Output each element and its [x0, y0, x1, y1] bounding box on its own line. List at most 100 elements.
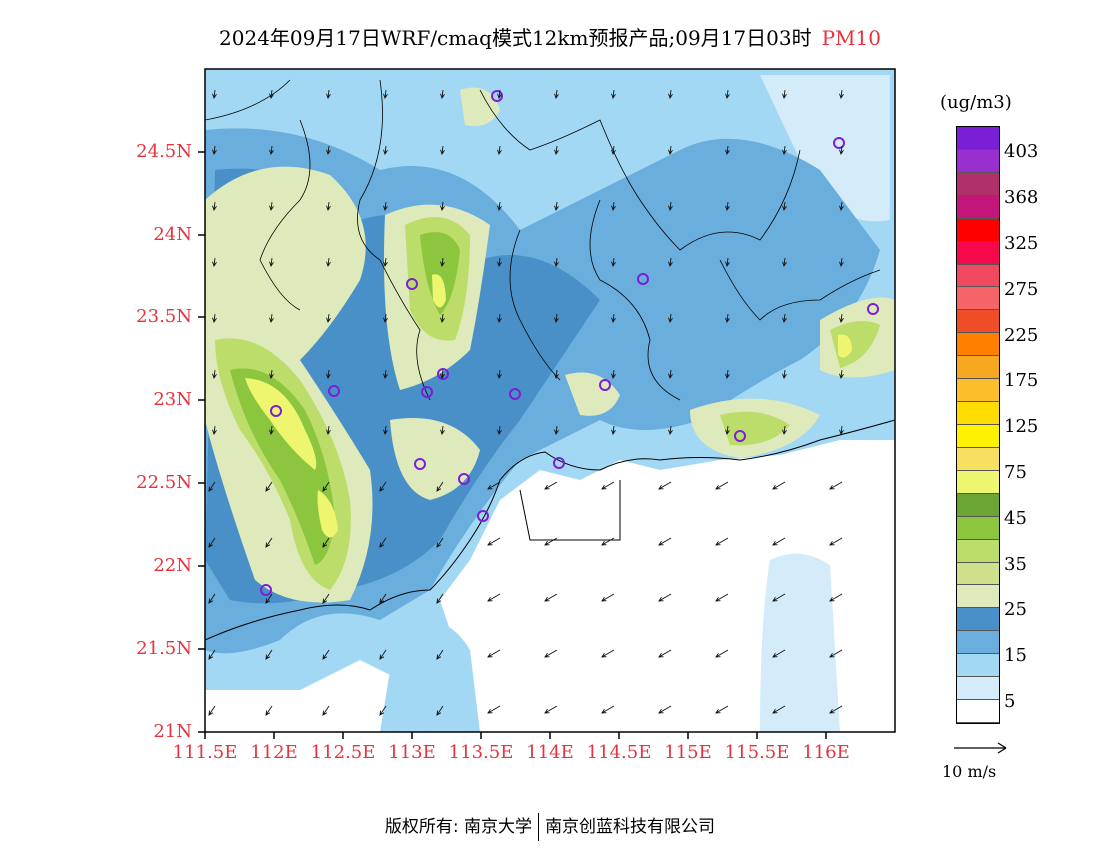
wind-arrow — [782, 201, 787, 211]
wind-arrow — [668, 313, 673, 323]
wind-arrow — [554, 369, 559, 379]
wind-arrow — [379, 537, 387, 548]
wind-arrow — [782, 369, 787, 379]
wind-arrow — [212, 425, 217, 435]
lon-label-114e: 114E — [526, 742, 574, 763]
lat-label-22n: 22N — [153, 555, 192, 576]
wind-arrow — [436, 649, 444, 660]
wind-arrow — [497, 89, 502, 99]
wind-arrow — [322, 537, 330, 548]
wind-arrow — [212, 313, 217, 323]
wind-arrow — [497, 145, 502, 155]
wind-arrow — [440, 257, 445, 267]
wind-arrow — [782, 257, 787, 267]
axis-ticks — [198, 151, 827, 739]
colorbar-swatch — [957, 287, 999, 311]
colorbar-swatch — [957, 172, 999, 196]
station-marker — [599, 379, 611, 391]
wind-arrow — [212, 369, 217, 379]
colorbar-swatch — [957, 264, 999, 288]
lat-label-21n: 21N — [153, 721, 192, 742]
colorbar-swatch — [957, 424, 999, 448]
wind-arrow — [658, 593, 672, 602]
wind-arrow — [611, 89, 616, 99]
wind-arrow — [601, 593, 615, 602]
wind-arrow — [440, 89, 445, 99]
station-markers — [260, 90, 879, 596]
wind-arrow — [383, 425, 388, 435]
wind-reference-label: 10 m/s — [942, 762, 997, 781]
wind-arrow — [839, 145, 844, 155]
wind-arrow — [322, 481, 330, 492]
wind-arrow — [208, 705, 216, 716]
wind-arrow — [208, 649, 216, 660]
wind-arrow — [487, 481, 501, 490]
colorbar-label: 25 — [1004, 599, 1027, 620]
colorbar-label: 45 — [1004, 508, 1027, 529]
station-marker — [734, 430, 746, 442]
wind-arrow — [326, 313, 331, 323]
colorbar-label: 5 — [1004, 691, 1016, 712]
lon-label-115e: 115E — [664, 742, 712, 763]
footer-left: 版权所有: 南京大学 — [384, 817, 533, 837]
wind-arrow — [208, 481, 216, 492]
wind-arrow — [611, 257, 616, 267]
station-marker — [260, 584, 272, 596]
pm-field-sea-plume2 — [380, 622, 480, 732]
pm-field-dkgreen-center — [420, 232, 460, 315]
wind-arrow — [554, 257, 559, 267]
wind-arrow — [269, 313, 274, 323]
station-marker — [477, 510, 489, 522]
wind-arrow — [436, 481, 444, 492]
wind-arrow — [269, 201, 274, 211]
wind-arrow — [497, 425, 502, 435]
pm-field-yellow-ne — [838, 334, 852, 358]
pm-field-green-east — [720, 411, 790, 446]
wind-arrow — [658, 481, 672, 490]
lat-label-22-5n: 22.5N — [136, 472, 192, 493]
wind-arrow — [611, 201, 616, 211]
wind-arrow — [715, 705, 729, 714]
wind-arrow — [601, 649, 615, 658]
colorbar-swatch — [957, 585, 999, 609]
colorbar-swatch — [957, 402, 999, 425]
wind-arrow — [269, 369, 274, 379]
wind-arrow — [544, 649, 558, 658]
lon-label-112e: 112E — [250, 742, 298, 763]
wind-arrow — [497, 369, 502, 379]
wind-arrow — [269, 257, 274, 267]
wind-arrow — [265, 593, 273, 604]
pm-field-ne-pale — [760, 75, 890, 222]
colorbar-swatch — [957, 333, 999, 357]
wind-arrow — [839, 369, 844, 379]
colorbar-label: 368 — [1004, 187, 1039, 208]
wind-arrow — [668, 201, 673, 211]
lon-label-116e: 116E — [802, 742, 850, 763]
wind-arrow — [383, 145, 388, 155]
wind-arrow — [544, 705, 558, 714]
wind-arrow — [379, 649, 387, 660]
wind-arrow — [658, 537, 672, 546]
station-marker — [867, 303, 879, 315]
wind-arrow — [772, 705, 786, 714]
wind-arrow — [440, 145, 445, 155]
wind-arrow — [383, 201, 388, 211]
wind-arrow — [487, 649, 501, 658]
wind-arrow — [212, 89, 217, 99]
wind-arrow — [208, 593, 216, 604]
colorbar-swatch — [957, 218, 999, 242]
wind-arrow — [829, 649, 843, 658]
wind-arrow — [440, 201, 445, 211]
title-main: 2024年09月17日WRF/cmaq模式12km预报产品;09月17日03时 — [219, 26, 812, 50]
wind-arrow — [611, 145, 616, 155]
wind-arrow — [658, 705, 672, 714]
lat-label-23n: 23N — [153, 389, 192, 410]
copyright-footer: 版权所有: 南京大学 南京创蓝科技有限公司 — [0, 812, 1100, 841]
wind-arrow — [265, 705, 273, 716]
wind-arrow — [611, 369, 616, 379]
wind-arrow — [839, 201, 844, 211]
pm-field-palegreen-top — [460, 87, 500, 126]
colorbar-swatch — [957, 677, 999, 701]
pm-field-yellow-south — [317, 490, 338, 538]
colorbar-label: 125 — [1004, 416, 1039, 437]
